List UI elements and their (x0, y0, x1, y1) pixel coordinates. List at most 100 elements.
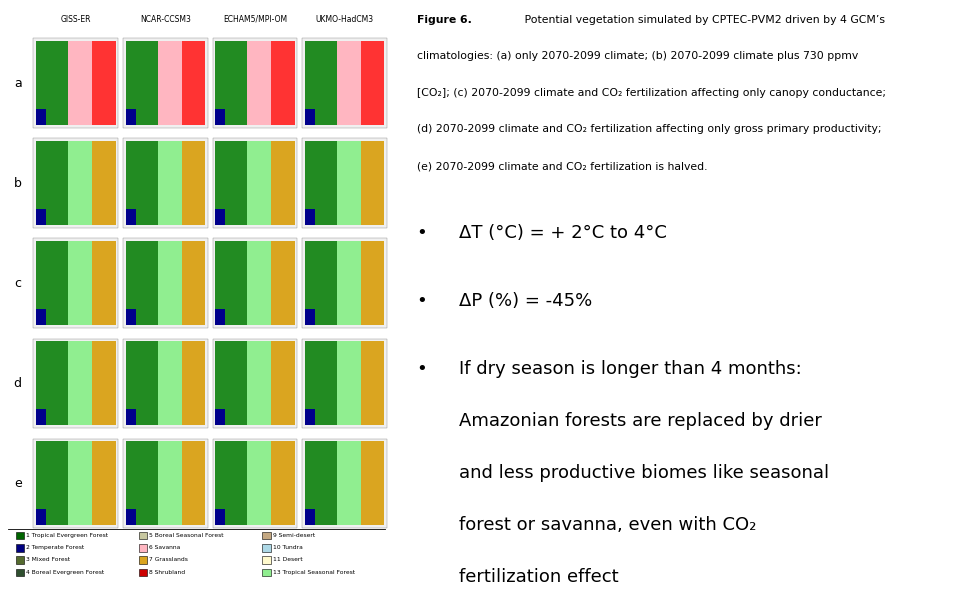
Text: 6 Savanna: 6 Savanna (149, 545, 181, 550)
Bar (213, 339, 298, 428)
Bar (15, 532, 24, 539)
Bar (158, 41, 182, 125)
Bar (304, 141, 337, 225)
Bar (361, 341, 384, 425)
Text: 7 Grasslands: 7 Grasslands (149, 558, 189, 562)
Bar (68, 41, 91, 125)
Bar (139, 532, 147, 539)
Bar (91, 341, 116, 425)
Bar (337, 141, 361, 225)
Bar (125, 141, 158, 225)
Bar (262, 556, 271, 564)
Bar (304, 441, 337, 525)
Bar (36, 509, 46, 525)
Text: 1 Tropical Evergreen Forest: 1 Tropical Evergreen Forest (26, 533, 109, 537)
Text: Amazonian forests are replaced by drier: Amazonian forests are replaced by drier (458, 412, 821, 430)
Bar (262, 544, 271, 552)
Text: fertilization effect: fertilization effect (458, 568, 618, 586)
Bar (182, 441, 205, 525)
Bar (125, 309, 136, 325)
Bar (15, 569, 24, 576)
Bar (213, 38, 298, 128)
Text: 2 Temperate Forest: 2 Temperate Forest (26, 545, 85, 550)
Bar (337, 241, 361, 325)
Text: ΔP (%) = -45%: ΔP (%) = -45% (458, 292, 592, 310)
Bar (213, 238, 298, 328)
Bar (125, 341, 158, 425)
Bar (125, 109, 136, 125)
Text: (e) 2070-2099 climate and CO₂ fertilization is halved.: (e) 2070-2099 climate and CO₂ fertilizat… (417, 161, 707, 171)
Bar (91, 41, 116, 125)
Bar (213, 438, 298, 528)
Bar (125, 241, 158, 325)
Text: 9 Semi-desert: 9 Semi-desert (273, 533, 315, 537)
Text: 5 Boreal Seasonal Forest: 5 Boreal Seasonal Forest (149, 533, 224, 537)
Bar (302, 339, 387, 428)
Bar (361, 41, 384, 125)
Bar (247, 341, 272, 425)
Text: UKMO-HadCM3: UKMO-HadCM3 (316, 15, 374, 24)
Text: [CO₂]; (c) 2070-2099 climate and CO₂ fertilization affecting only canopy conduct: [CO₂]; (c) 2070-2099 climate and CO₂ fer… (417, 88, 886, 98)
Bar (125, 41, 158, 125)
Bar (139, 544, 147, 552)
Bar (215, 309, 225, 325)
Bar (182, 241, 205, 325)
Text: 10 Tundra: 10 Tundra (273, 545, 302, 550)
Bar (139, 556, 147, 564)
Bar (337, 341, 361, 425)
Text: b: b (13, 176, 21, 189)
Bar (34, 339, 118, 428)
Bar (125, 441, 158, 525)
Bar (15, 556, 24, 564)
Bar (15, 544, 24, 552)
Bar (337, 441, 361, 525)
Bar (304, 341, 337, 425)
Text: •: • (417, 224, 428, 242)
Text: a: a (13, 77, 21, 90)
Bar (123, 238, 208, 328)
Text: Potential vegetation simulated by CPTEC-PVM2 driven by 4 GCM’s: Potential vegetation simulated by CPTEC-… (521, 15, 885, 25)
Bar (304, 241, 337, 325)
Bar (125, 409, 136, 425)
Bar (36, 141, 68, 225)
Text: If dry season is longer than 4 months:: If dry season is longer than 4 months: (458, 360, 801, 378)
Bar (247, 41, 272, 125)
Bar (68, 441, 91, 525)
Bar (36, 409, 46, 425)
Bar (215, 141, 247, 225)
Bar (302, 438, 387, 528)
Bar (215, 109, 225, 125)
Bar (123, 38, 208, 128)
Bar (182, 341, 205, 425)
Text: c: c (14, 277, 21, 290)
Bar (68, 241, 91, 325)
Bar (36, 209, 46, 225)
Bar (361, 441, 384, 525)
Text: forest or savanna, even with CO₂: forest or savanna, even with CO₂ (458, 516, 756, 534)
Text: and less productive biomes like seasonal: and less productive biomes like seasonal (458, 464, 829, 482)
Bar (182, 141, 205, 225)
Bar (139, 569, 147, 576)
Bar (215, 209, 225, 225)
Bar (123, 139, 208, 228)
Bar (304, 509, 315, 525)
Bar (304, 209, 315, 225)
Bar (36, 441, 68, 525)
Bar (272, 41, 295, 125)
Text: ΔT (°C) = + 2°C to 4°C: ΔT (°C) = + 2°C to 4°C (458, 224, 666, 242)
Bar (125, 509, 136, 525)
Text: NCAR-CCSM3: NCAR-CCSM3 (140, 15, 191, 24)
Bar (215, 441, 247, 525)
Bar (158, 341, 182, 425)
Bar (302, 238, 387, 328)
Bar (36, 241, 68, 325)
Bar (158, 241, 182, 325)
Bar (304, 41, 337, 125)
Bar (215, 509, 225, 525)
Bar (272, 141, 295, 225)
Text: 13 Tropical Seasonal Forest: 13 Tropical Seasonal Forest (273, 570, 354, 575)
Bar (262, 569, 271, 576)
Bar (304, 109, 315, 125)
Bar (215, 241, 247, 325)
Text: 11 Desert: 11 Desert (273, 558, 302, 562)
